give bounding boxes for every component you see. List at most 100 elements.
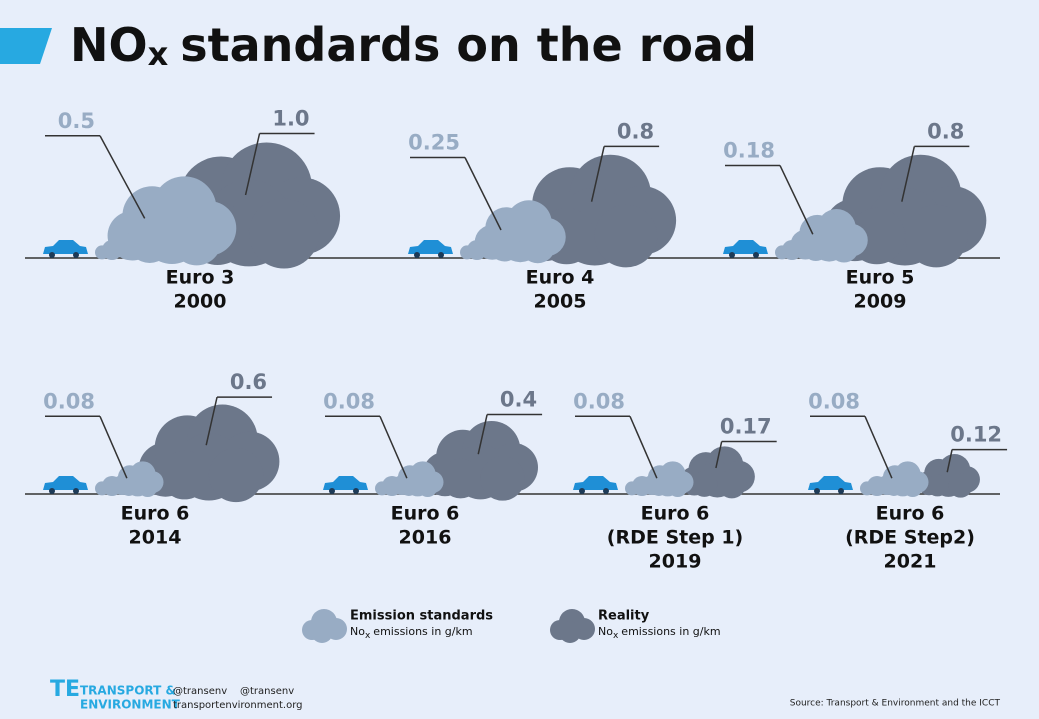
cloud-puff <box>160 450 209 500</box>
legend-icon <box>302 609 347 643</box>
reality-value: 0.6 <box>230 370 267 394</box>
cloud-puff <box>249 198 320 269</box>
unit-sub: x <box>365 631 371 641</box>
cloud-puff <box>802 234 830 261</box>
cloud <box>474 200 566 264</box>
cloud-puff <box>667 477 688 497</box>
cloud-puff <box>782 240 802 260</box>
cloud-puff <box>417 477 438 497</box>
cloud-puff <box>632 476 652 496</box>
leader-line <box>464 157 502 231</box>
cloud <box>916 453 980 498</box>
cloud-puff <box>467 240 487 260</box>
wheel <box>603 488 609 494</box>
wheel <box>838 488 844 494</box>
org-name: ENVIRONMENT <box>80 698 181 712</box>
cloud-puff <box>902 477 923 497</box>
panel-sublabel: (RDE Step2) <box>845 527 975 549</box>
standard-value: 0.08 <box>808 389 860 413</box>
standard-value: 0.18 <box>723 138 775 162</box>
facebook[interactable]: @transenv <box>240 686 294 697</box>
cloud-puff <box>948 473 973 498</box>
title: NOx standards on the road <box>70 18 757 74</box>
leader-line <box>779 165 814 235</box>
cloud <box>877 461 929 497</box>
car <box>408 240 453 258</box>
panel-year: 2021 <box>884 551 937 573</box>
logo: TE <box>50 677 80 702</box>
cloud-puff <box>488 230 521 262</box>
twitter[interactable]: @transenv <box>173 686 227 697</box>
title-sub: x <box>148 35 169 73</box>
cloud-puff <box>884 478 903 496</box>
standard-value: 0.25 <box>408 131 460 155</box>
cloud <box>138 404 280 503</box>
cloud-puff <box>691 470 718 497</box>
org-name: TRANSPORT & <box>80 684 176 698</box>
panel-year: 2014 <box>129 527 182 549</box>
panel-year: 2009 <box>854 291 907 313</box>
website[interactable]: transportenvironment.org <box>173 700 302 711</box>
cloud-puff <box>594 204 658 268</box>
car-body <box>408 240 453 254</box>
footer: TE TRANSPORT & ENVIRONMENT @transenv @tr… <box>50 677 1001 712</box>
cloud-puff <box>119 478 138 496</box>
leader-line <box>477 414 488 455</box>
legend-name: Emission standards <box>350 609 493 624</box>
cloud-puff <box>102 476 122 496</box>
wheel <box>753 252 759 258</box>
car <box>43 240 88 258</box>
car-body <box>323 476 368 490</box>
reality-value: 0.4 <box>500 388 537 412</box>
panel-label: Euro 6 <box>121 503 190 525</box>
panel-year: 2000 <box>174 291 227 313</box>
leader-line <box>99 416 128 479</box>
leader-line <box>99 135 146 219</box>
car-body <box>808 476 853 490</box>
wheel <box>438 252 444 258</box>
reality-value: 1.0 <box>272 107 309 131</box>
wheel <box>729 252 735 258</box>
unit-pre: No <box>350 625 365 638</box>
car <box>808 476 853 494</box>
panel-year: 2005 <box>534 291 587 313</box>
unit-post: emissions in g/km <box>373 625 472 638</box>
cloud-puff <box>382 476 402 496</box>
panel-year: 2019 <box>649 551 702 573</box>
cloud-puff <box>208 447 264 503</box>
panel-label: Euro 4 <box>526 267 595 289</box>
car-body <box>43 240 88 254</box>
leader-line <box>946 449 953 473</box>
cloud-puff <box>926 474 949 497</box>
reality-value: 0.8 <box>617 119 654 143</box>
panel-label: Euro 3 <box>166 267 235 289</box>
unit-pre: No <box>598 625 613 638</box>
cloud-puff <box>480 456 525 501</box>
cloud <box>823 154 987 268</box>
cloud-puff <box>649 478 668 496</box>
standard-value: 0.08 <box>573 389 625 413</box>
car-body <box>43 476 88 490</box>
legend-unit: Nox emissions in g/km <box>598 625 721 641</box>
cloud-puff <box>904 204 968 268</box>
wheel <box>814 488 820 494</box>
panel-label: Euro 6 <box>876 503 945 525</box>
standard-value: 0.08 <box>323 389 375 413</box>
wheel <box>329 488 335 494</box>
cloud <box>679 446 755 499</box>
leader-line <box>901 146 916 202</box>
title-rest: standards on the road <box>180 18 757 72</box>
source: Source: Transport & Environment and the … <box>790 699 1001 709</box>
leader-line <box>379 416 408 479</box>
reality-value: 0.17 <box>720 414 772 438</box>
panel-label: Euro 6 <box>391 503 460 525</box>
cloud-puff <box>127 218 172 263</box>
cloud-puff <box>829 232 859 263</box>
cloud-puff <box>867 476 887 496</box>
panel-sublabel: (RDE Step 1) <box>607 527 743 549</box>
unit-post: emissions in g/km <box>621 625 720 638</box>
panel-label: Euro 5 <box>846 267 915 289</box>
car-body <box>723 240 768 254</box>
cloud-puff <box>137 477 158 497</box>
